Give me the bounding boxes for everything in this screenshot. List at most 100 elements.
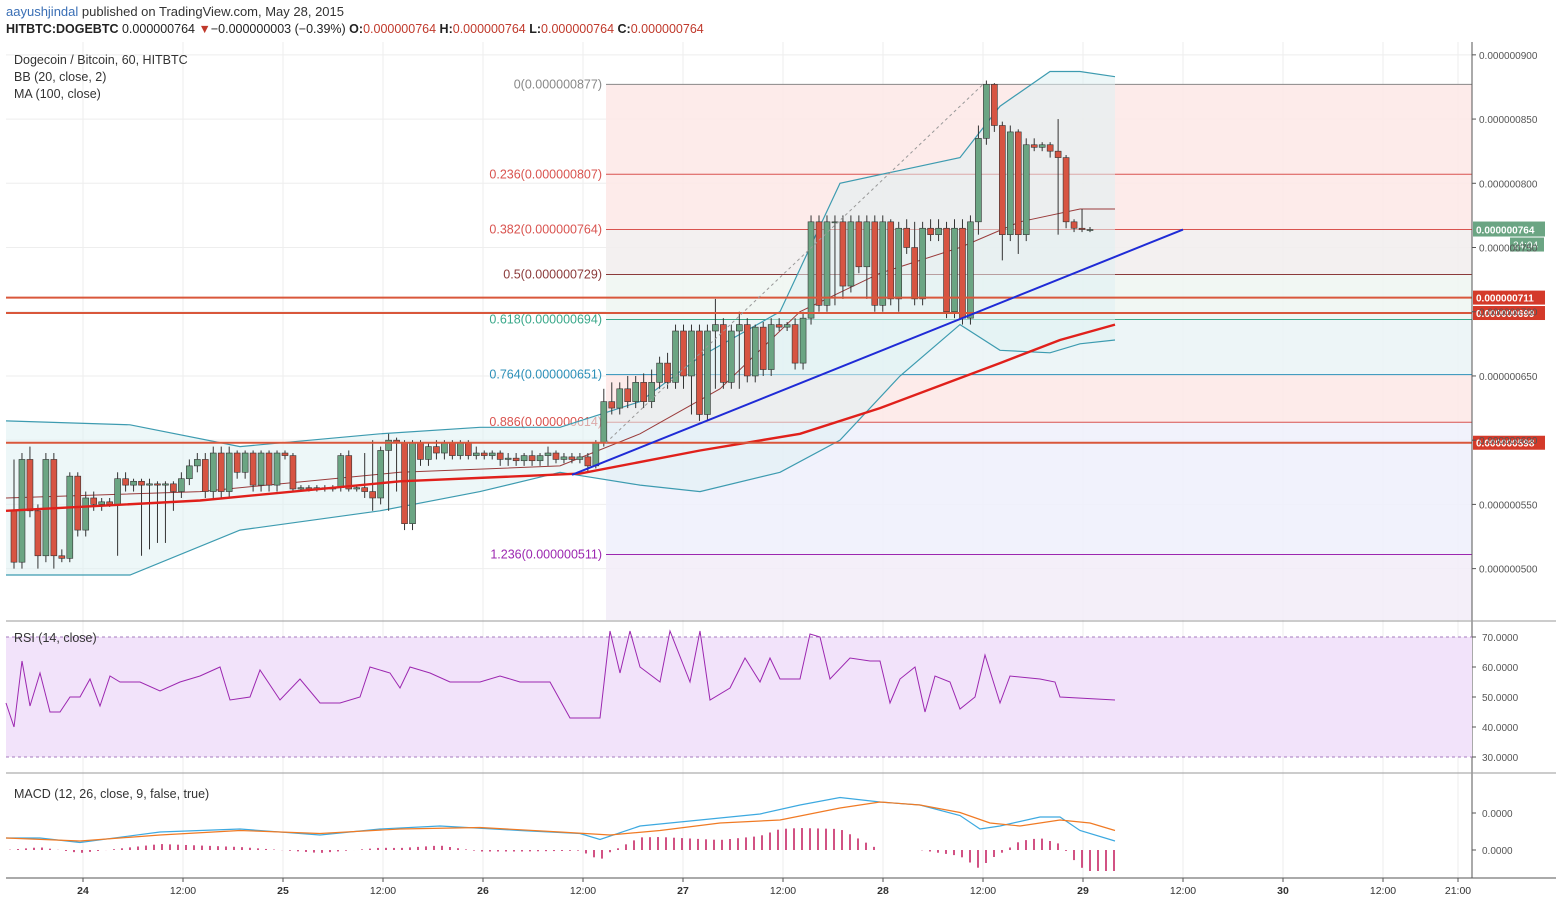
candle (233, 452, 241, 473)
level-price-label: 0.000000699 (1476, 309, 1535, 320)
macd-tick-label: 0.0000 (1482, 809, 1513, 820)
candle (361, 487, 368, 492)
candle (815, 221, 823, 306)
y-tick-label: 0.000000850 (1479, 115, 1538, 126)
open-label: O: (349, 22, 364, 36)
candle (1014, 131, 1022, 235)
close-label: C: (617, 22, 631, 36)
fib-level-label: 0.764(0.000000651) (489, 368, 602, 382)
candle (799, 317, 807, 364)
author-link[interactable]: aayushjindal (6, 4, 79, 19)
candle (496, 452, 504, 460)
candle (377, 450, 384, 499)
candle (66, 475, 74, 559)
change-text: −0.000000003 (−0.39%) (210, 22, 346, 36)
candle (544, 452, 552, 456)
candle (783, 324, 791, 328)
x-tick-label: 26 (477, 885, 489, 897)
x-tick-label: 12:00 (170, 885, 196, 897)
x-tick-label: 24 (77, 885, 89, 897)
candle (536, 455, 544, 462)
candle (249, 452, 257, 486)
candle (425, 446, 432, 460)
candle (656, 362, 663, 383)
candle (480, 452, 488, 456)
fib-level-label: 0.618(0.000000694) (489, 312, 602, 326)
rsi-line (5, 629, 1116, 728)
candle (736, 324, 743, 332)
candle (608, 401, 616, 409)
candle (154, 483, 161, 486)
candle (209, 452, 217, 492)
candle (337, 455, 345, 489)
rsi-tick-label: 60.0000 (1482, 663, 1519, 674)
candle (767, 324, 775, 370)
x-tick-label: 12:00 (570, 885, 596, 897)
countdown-label: 24:04 (1513, 241, 1538, 252)
macd-line (6, 796, 1116, 844)
candle (552, 452, 560, 460)
candle (903, 227, 910, 248)
candle (775, 324, 783, 328)
candle (640, 382, 647, 402)
candle (823, 221, 831, 306)
candle (696, 330, 703, 415)
candle (34, 510, 42, 557)
level-price-tag (1473, 306, 1545, 321)
candle (704, 330, 711, 415)
candle (943, 227, 950, 313)
candle (130, 480, 137, 486)
candle (465, 442, 472, 456)
candle (624, 388, 632, 402)
candle (114, 478, 121, 505)
level-price-tag (1473, 435, 1545, 450)
fib-anchor-line (605, 84, 984, 444)
candle (225, 452, 233, 492)
fib-level-label: 0(0.000000877) (514, 77, 602, 91)
close-value: 0.000000764 (630, 22, 704, 36)
y-tick-label: 0.000000750 (1479, 244, 1538, 255)
candle (632, 382, 639, 402)
candle (919, 227, 926, 300)
legend-bb: BB (20, close, 2) (14, 70, 106, 84)
x-tick-label: 12:00 (370, 885, 396, 897)
candle (743, 324, 751, 377)
candle (10, 510, 18, 563)
fib-level-label: 0.236(0.000000807) (489, 167, 602, 181)
candle (162, 483, 169, 486)
y-tick-label: 0.000000550 (1479, 500, 1538, 511)
candle (616, 388, 624, 409)
candle (528, 455, 536, 462)
candle (1046, 144, 1054, 152)
high-label: H: (439, 22, 453, 36)
trendline (571, 228, 1184, 476)
candle (1054, 150, 1062, 158)
rsi-tick-label: 70.0000 (1482, 633, 1519, 644)
candle (1038, 144, 1046, 148)
candle (576, 456, 584, 460)
y-tick-label: 0.000000700 (1479, 308, 1538, 319)
candle (568, 456, 576, 460)
candle (1006, 131, 1014, 235)
candle (178, 478, 185, 492)
candle (122, 478, 129, 486)
chart-header: aayushjindal published on TradingView.co… (0, 0, 1556, 42)
rsi-legend: RSI (14, close) (14, 631, 97, 645)
candle (959, 227, 966, 319)
candle (871, 221, 879, 306)
candle (472, 452, 480, 456)
candle (879, 221, 887, 306)
x-tick-label: 12:00 (1170, 885, 1196, 897)
candle (911, 247, 918, 300)
candle (999, 125, 1006, 235)
x-tick-label: 21:00 (1445, 885, 1471, 897)
candle (201, 459, 209, 492)
current-price-label: 0.000000764 (1476, 226, 1535, 237)
level-price-label: 0.000000711 (1476, 294, 1534, 305)
candle (385, 439, 392, 451)
candle (401, 442, 408, 524)
candle (520, 455, 528, 462)
candle (927, 227, 934, 235)
signal-line (5, 801, 1116, 842)
